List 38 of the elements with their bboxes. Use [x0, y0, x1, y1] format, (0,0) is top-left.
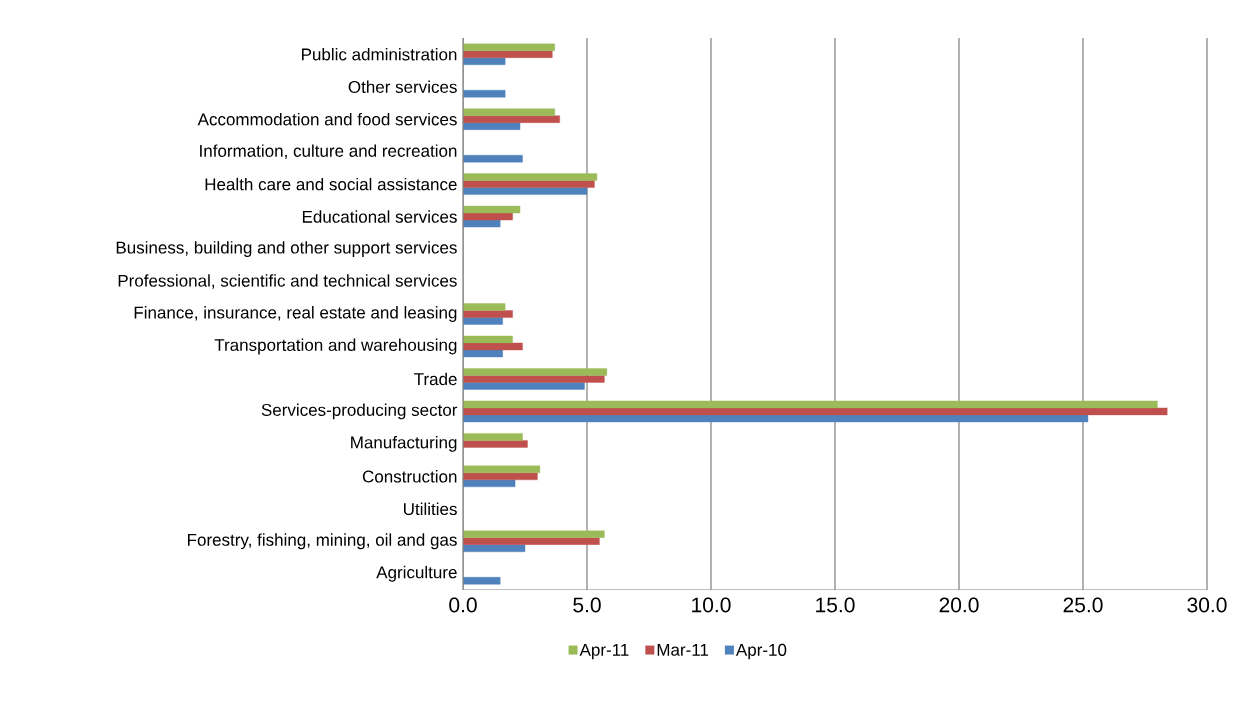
legend-label: Apr-10 — [735, 643, 787, 660]
y-tick-label: Construction — [362, 470, 457, 483]
x-tick-label: 0.0 — [449, 597, 477, 613]
y-tick-label: Agriculture — [376, 565, 457, 582]
y-tick-label: Finance, insurance, real estate and leasing — [134, 306, 457, 322]
x-tick-label: 25.0 — [1063, 597, 1103, 613]
bar — [463, 303, 506, 311]
bar — [463, 465, 541, 474]
y-tick-label: Public administration — [302, 48, 457, 61]
y-tick-label: Information, culture and recreation — [200, 144, 457, 159]
y-tick-label: Utilities — [404, 502, 457, 516]
y-tick-label: Professional, scientific and technical services — [118, 274, 457, 289]
y-tick-label: Transportation and warehousing — [214, 338, 457, 355]
bar — [463, 400, 1158, 409]
x-tick-label: 30.0 — [1187, 597, 1227, 613]
bar — [463, 433, 523, 441]
x-tick-label: 5.0 — [573, 597, 601, 613]
bar — [463, 108, 555, 116]
bar — [463, 43, 555, 51]
x-tick-label: 10.0 — [692, 597, 731, 613]
legend-label: Mar-11 — [657, 643, 709, 656]
y-tick-label: Other services — [348, 80, 457, 93]
y-tick-label: Manufacturing — [351, 435, 457, 452]
y-tick-label: Business, building and other support services — [116, 241, 457, 257]
x-tick-label: 15.0 — [816, 597, 855, 613]
y-tick-label: Trade — [414, 372, 457, 386]
bar — [463, 368, 608, 376]
y-tick-label: Accommodation and food services — [197, 112, 457, 126]
bar — [463, 173, 598, 181]
legend-label: Apr-11 — [579, 643, 629, 660]
y-tick-label: Educational services — [302, 210, 457, 223]
bar — [463, 205, 521, 214]
bar — [463, 530, 605, 538]
y-tick-label: Forestry, fishing, mining, oil and gas — [188, 533, 457, 550]
x-tick-label: 20.0 — [939, 597, 979, 613]
bar — [463, 335, 513, 344]
y-tick-label: Health care and social assistance — [205, 177, 457, 191]
y-tick-label: Services-producing sector — [261, 403, 458, 420]
